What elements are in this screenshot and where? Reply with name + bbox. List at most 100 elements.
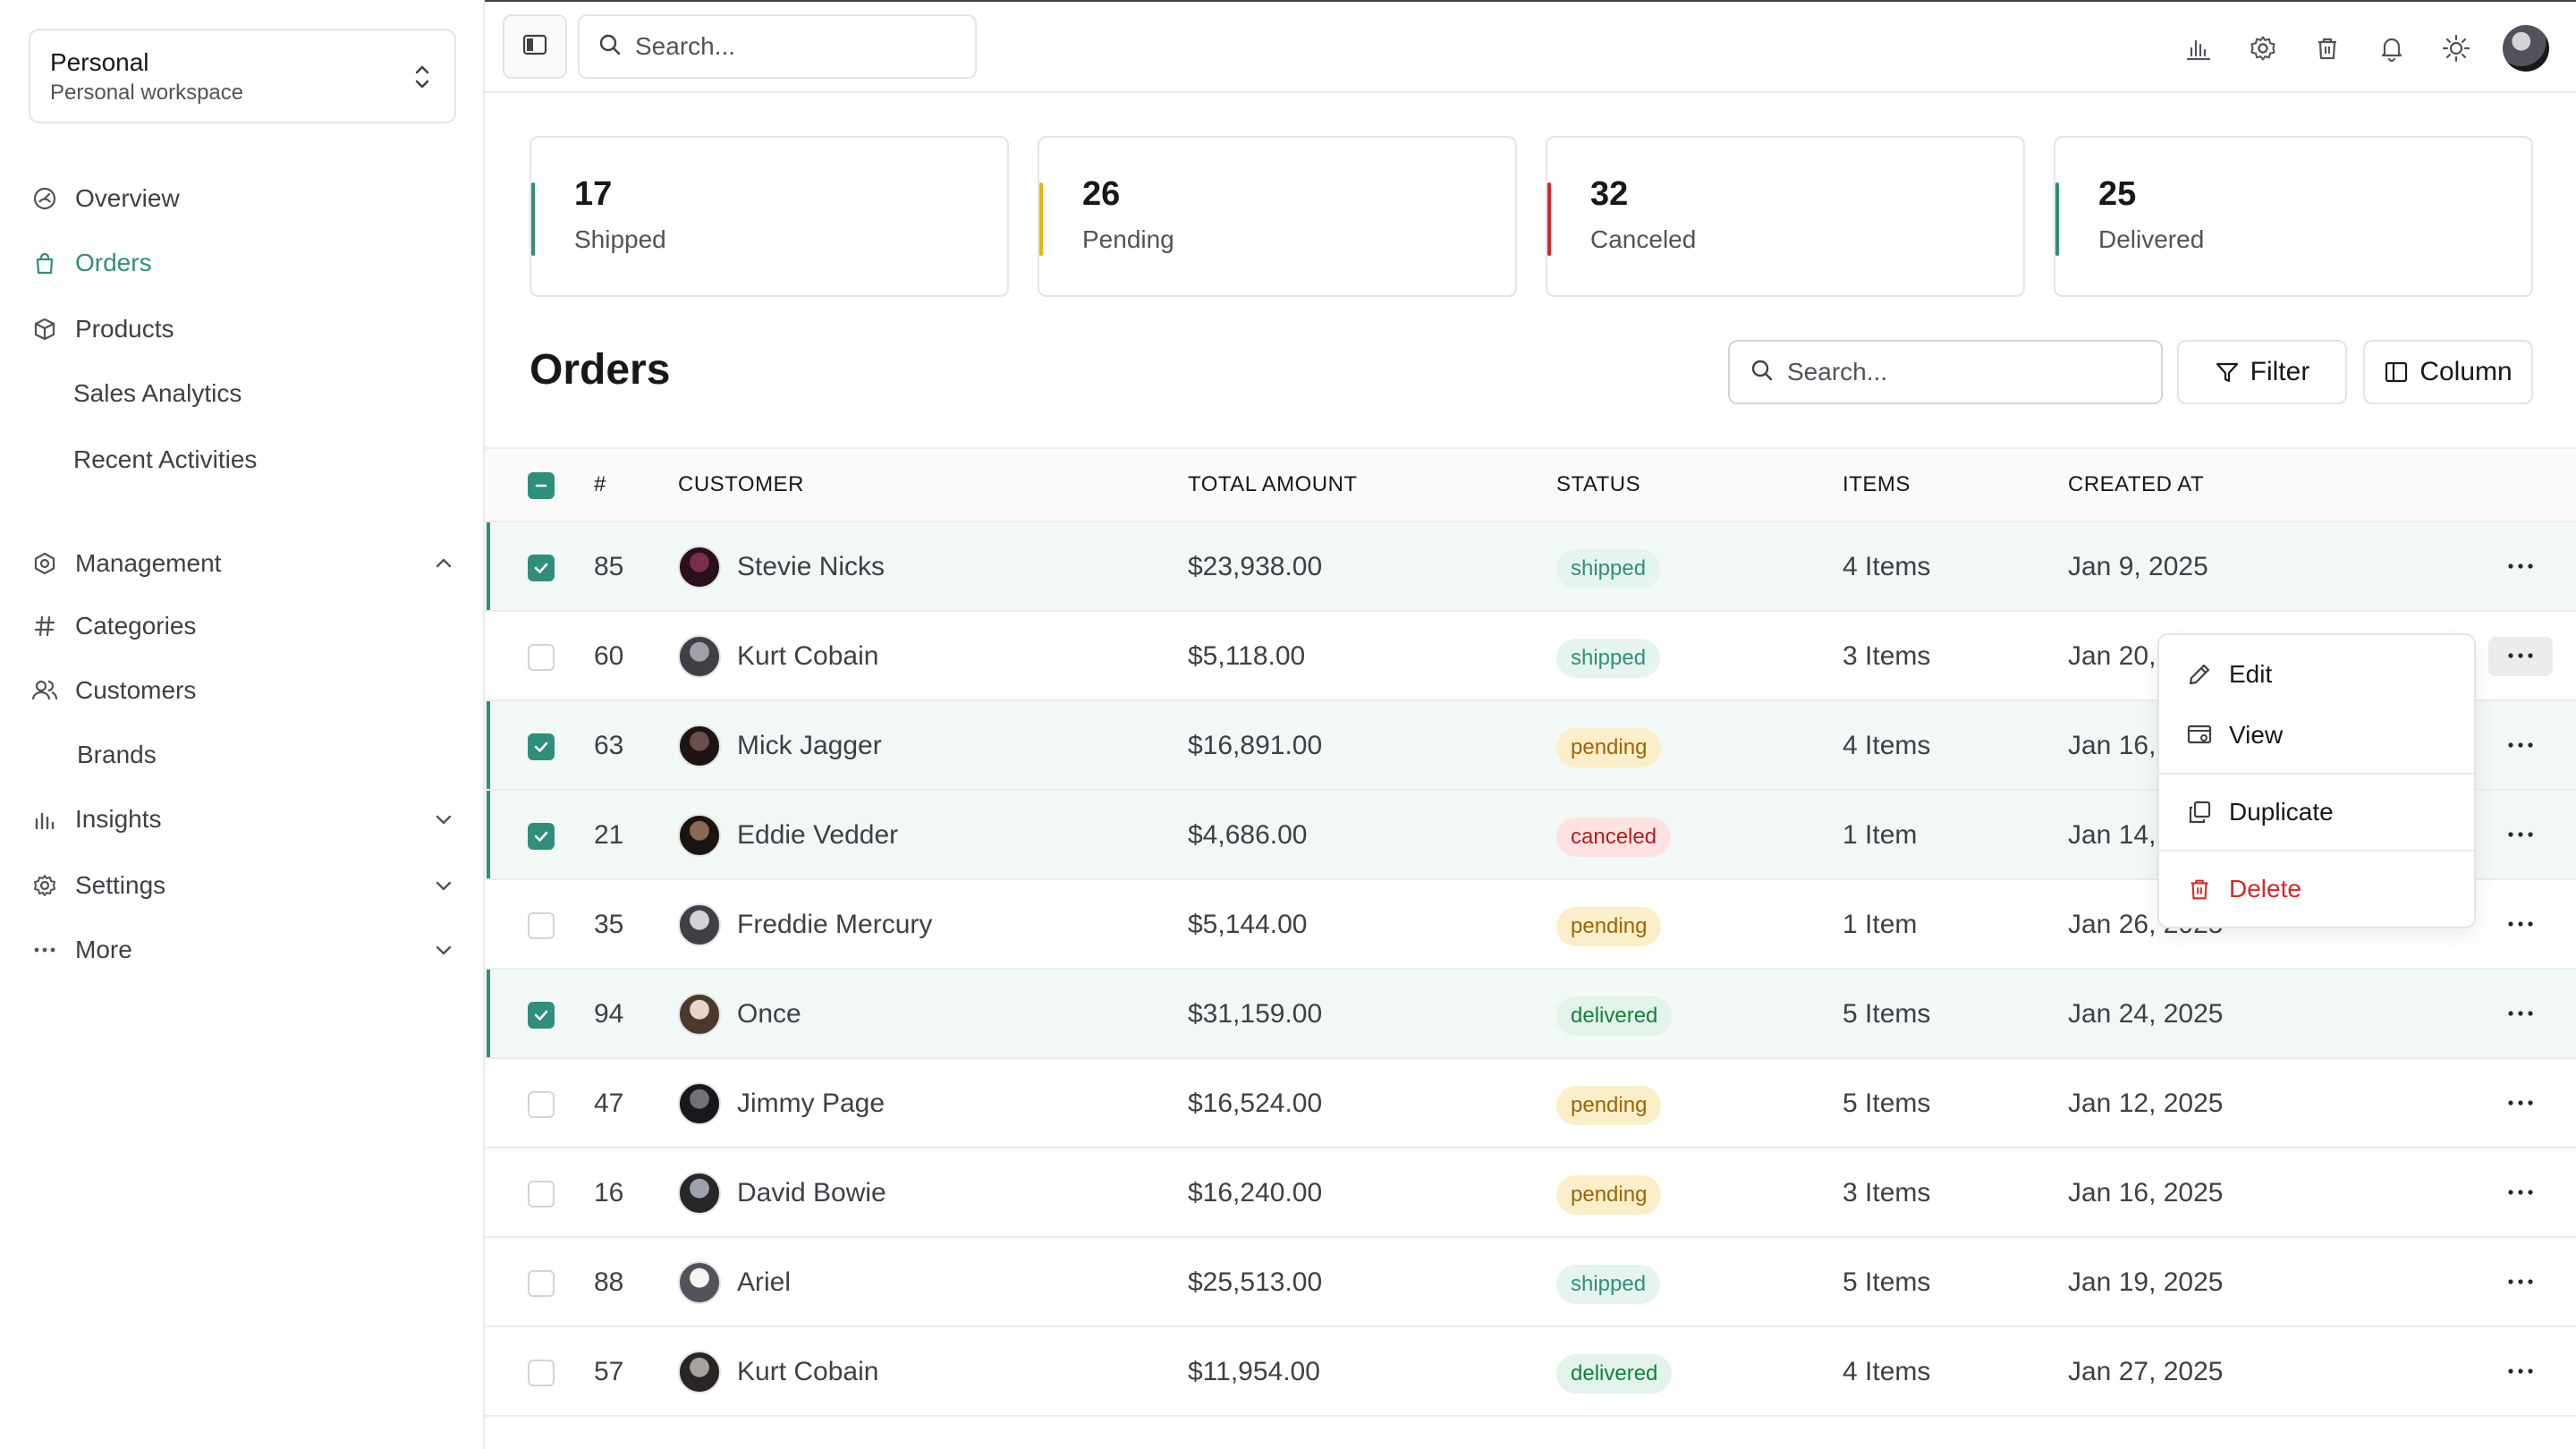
row-actions-button[interactable] [2488,547,2553,587]
column-header-items[interactable]: ITEMS [1843,472,1911,496]
row-checkbox[interactable] [528,733,555,760]
column-button[interactable]: Column [2363,340,2533,404]
order-id: 16 [594,1178,624,1208]
total-amount: $31,159.00 [1188,999,1323,1029]
ellipsis-icon [2506,1275,2535,1291]
row-checkbox[interactable] [528,1360,555,1386]
chevrons-up-down-icon [410,61,435,93]
orders-search-input[interactable] [1787,358,2091,386]
row-checkbox[interactable] [528,644,555,671]
sidebar-item-insights[interactable]: Insights [30,794,456,844]
sidebar-item-more[interactable]: More [30,925,456,975]
customer-cell: Ariel [678,1238,791,1327]
table-row[interactable]: 57 Kurt Cobain $11,954.00 delivered 4 Items J… [485,1327,2576,1417]
sidebar-item-brands[interactable]: Brands [77,730,453,780]
user-avatar[interactable] [2503,25,2549,72]
menu-item-delete[interactable]: Delete [2168,859,2467,919]
row-actions-button[interactable] [2488,905,2553,945]
sidebar-item-orders[interactable]: Orders [30,238,456,288]
column-header-id[interactable]: # [594,472,606,496]
sidebar-item-overview[interactable]: Overview [30,174,456,224]
table-row[interactable]: 16 David Bowie $16,240.00 pending 3 Items Jan… [485,1148,2576,1238]
stat-card-shipped: 17 Shipped [530,136,1009,297]
gear-icon [30,871,59,900]
row-checkbox[interactable] [528,912,555,939]
order-id: 21 [594,820,624,850]
stat-label: Delivered [2098,225,2205,253]
trash-icon[interactable] [2306,27,2349,70]
menu-item-view[interactable]: View [2168,705,2467,766]
table-row[interactable]: 88 Ariel $25,513.00 shipped 5 Items Jan 19, 2… [485,1238,2576,1327]
stat-label: Pending [1082,225,1174,253]
column-header-status[interactable]: STATUS [1556,472,1641,496]
gear-icon[interactable] [2241,27,2284,70]
row-actions-button[interactable] [2488,637,2553,676]
items-count: 5 Items [1843,1267,1931,1297]
stat-value: 32 [1590,175,1629,213]
filter-button[interactable]: Filter [2177,340,2347,404]
column-header-total-amount[interactable]: TOTAL AMOUNT [1188,472,1358,496]
table-row[interactable]: 94 Once $31,159.00 delivered 5 Items Jan 24, … [485,970,2576,1059]
select-all-checkbox[interactable] [528,472,555,499]
sidebar-item-sales-analytics[interactable]: Sales Analytics [73,369,449,419]
row-checkbox[interactable] [528,555,555,581]
menu-item-label: Duplicate [2229,798,2334,826]
stat-label: Canceled [1590,225,1697,253]
status-badge: pending [1556,907,1662,946]
row-checkbox[interactable] [528,1181,555,1208]
total-amount: $16,891.00 [1188,731,1323,760]
row-actions-button[interactable] [2488,1263,2553,1302]
global-search[interactable] [578,14,977,79]
sidebar-item-products[interactable]: Products [30,304,456,354]
customer-cell: Kurt Cobain [678,1327,878,1417]
row-checkbox[interactable] [528,1002,555,1029]
customer-avatar [678,903,721,946]
row-checkbox[interactable] [528,1270,555,1297]
workspace-switcher[interactable]: Personal Personal workspace [29,29,456,123]
customer-name: Kurt Cobain [737,641,879,671]
table-row[interactable]: 85 Stevie Nicks $23,938.00 shipped 4 Items Ja… [485,522,2576,612]
items-count: 1 Item [1843,820,1918,850]
customer-cell: David Bowie [678,1148,886,1238]
chevron-up-icon [431,551,456,576]
global-search-input[interactable] [635,32,939,61]
row-checkbox[interactable] [528,1091,555,1118]
menu-divider [2159,773,2474,775]
menu-item-edit[interactable]: Edit [2168,644,2467,705]
row-actions-button[interactable] [2488,995,2553,1034]
customer-avatar [678,993,721,1036]
table-row[interactable]: 35 Freddie Mercury $5,144.00 pending 1 Item J… [485,880,2576,970]
stat-card-canceled: 32 Canceled [1546,136,2025,297]
sidebar-item-management[interactable]: Management [30,538,456,589]
sidebar-item-recent-activities[interactable]: Recent Activities [73,435,449,485]
column-header-customer[interactable]: CUSTOMER [678,472,804,496]
sidebar-item-settings[interactable]: Settings [30,860,456,911]
chevron-down-icon [431,937,456,962]
analytics-icon[interactable] [2177,27,2220,70]
row-checkbox[interactable] [528,823,555,850]
filter-label: Filter [2250,357,2310,386]
row-actions-button[interactable] [2488,726,2553,766]
customer-cell: Once [678,970,801,1059]
total-amount: $23,938.00 [1188,552,1323,581]
row-actions-button[interactable] [2488,1352,2553,1392]
orders-search[interactable] [1728,340,2163,404]
created-at: Jan 12, 2025 [2068,1089,2224,1118]
row-actions-button[interactable] [2488,816,2553,855]
items-count: 3 Items [1843,641,1931,671]
row-actions-button[interactable] [2488,1174,2553,1213]
sidebar-item-categories[interactable]: Categories [30,601,456,651]
customer-avatar [678,635,721,678]
row-actions-button[interactable] [2488,1084,2553,1123]
sidebar-item-customers[interactable]: Customers [30,665,456,716]
table-row[interactable]: 47 Jimmy Page $16,524.00 pending 5 Items Jan … [485,1059,2576,1148]
bell-icon[interactable] [2370,27,2413,70]
sun-icon[interactable] [2435,27,2478,70]
created-at: Jan 27, 2025 [2068,1357,2224,1386]
menu-item-duplicate[interactable]: Duplicate [2168,782,2467,843]
sidebar-toggle-button[interactable] [503,14,567,79]
sidebar-item-label: Management [75,549,222,577]
column-header-created-at[interactable]: CREATED AT [2068,472,2205,496]
created-at: Jan 24, 2025 [2068,999,2224,1029]
status-badge: pending [1556,1086,1662,1125]
